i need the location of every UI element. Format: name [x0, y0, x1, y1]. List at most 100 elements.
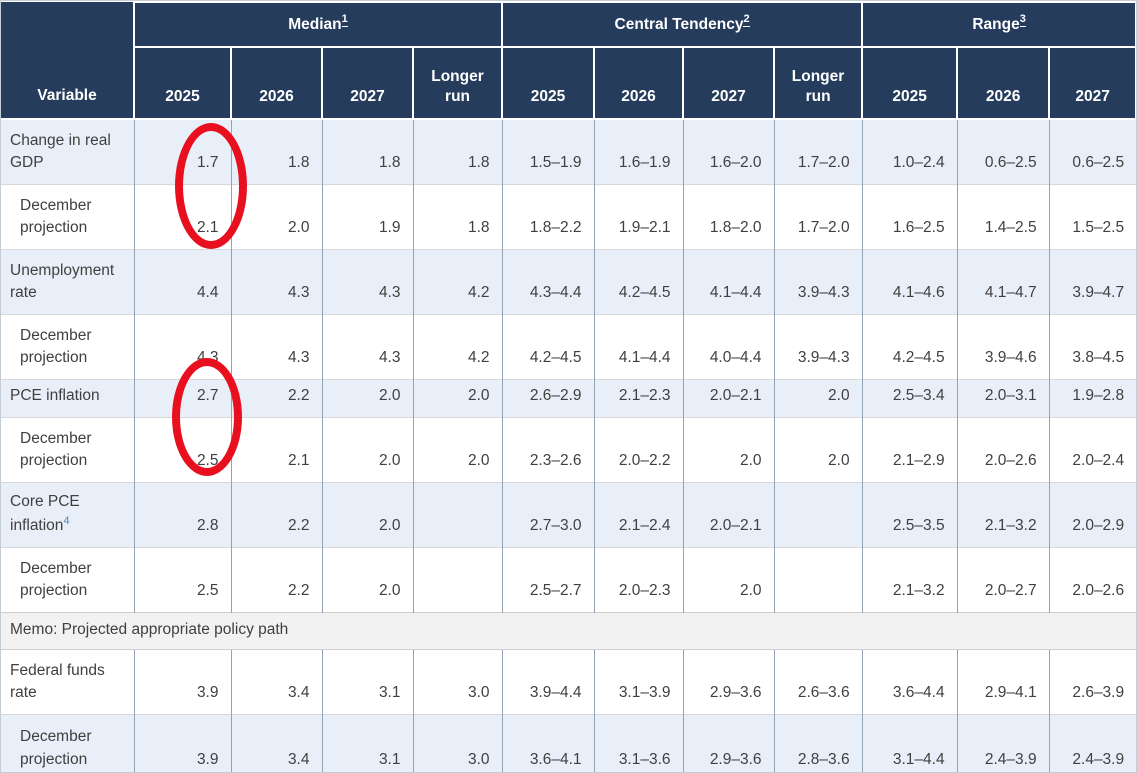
header-group-row: Variable Median1 Central Tendency2 Range3 [1, 1, 1136, 120]
value-cell: 2.0 [773, 378, 863, 417]
variable-label: December projection [20, 196, 92, 237]
memo-row: Memo: Projected appropriate policy path [1, 611, 1136, 650]
variable-label: December projection [20, 728, 92, 768]
table-row: December projection 4.3 4.3 4.3 4.2 4.2–4.5 4.… [1, 313, 1136, 379]
header-year-median-2027: 2027 [321, 46, 414, 120]
table-row: December projection 2.1 2.0 1.9 1.8 1.8–2.2 1.… [1, 183, 1136, 249]
value-cell: 2.0 [412, 378, 503, 417]
value-cell: 2.5 [133, 416, 231, 482]
value-cell: 2.1–3.2 [861, 546, 958, 612]
header-group-central-tendency: Central Tendency2 [501, 1, 864, 48]
value-cell: 2.0 [230, 183, 322, 249]
value-cell: 2.5–3.5 [861, 481, 958, 547]
value-cell: 4.3 [230, 313, 322, 379]
value-cell: 2.5–2.7 [501, 546, 595, 612]
value-cell: 1.9 [321, 183, 413, 249]
variable-label: Federal funds rate [10, 661, 105, 702]
value-cell [412, 546, 503, 612]
value-cell: 3.4 [230, 713, 322, 772]
value-cell: 1.9–2.8 [1048, 378, 1136, 417]
value-cell: 3.8–4.5 [1048, 313, 1136, 379]
value-cell: 2.0–2.3 [593, 546, 684, 612]
value-cell: 2.6–2.9 [501, 378, 595, 417]
value-cell: 2.5–3.4 [861, 378, 958, 417]
value-cell: 2.0–2.2 [593, 416, 684, 482]
value-cell: 4.2 [412, 248, 503, 314]
variable-cell: December projection [1, 713, 134, 772]
variable-label: December projection [20, 326, 92, 367]
value-cell: 2.0 [682, 546, 775, 612]
value-cell: 2.9–4.1 [956, 648, 1050, 714]
footnote-link-1[interactable]: 1 [341, 13, 348, 28]
table-row: December projection 3.9 3.4 3.1 3.0 3.6–4.1 3.… [1, 713, 1136, 772]
header-year-median-2025: 2025 [133, 46, 232, 120]
value-cell: 4.2–4.5 [861, 313, 958, 379]
value-cell: 3.9–4.3 [773, 248, 863, 314]
value-cell: 2.0 [321, 378, 413, 417]
table-row: Federal funds rate 3.9 3.4 3.1 3.0 3.9–4.4 3.1… [1, 648, 1136, 714]
value-cell: 3.0 [412, 648, 503, 714]
value-cell: 4.2–4.5 [501, 313, 595, 379]
value-cell: 2.0–3.1 [956, 378, 1050, 417]
footnote-link-4[interactable]: 4 [63, 514, 70, 527]
value-cell: 2.0 [682, 416, 775, 482]
value-cell: 3.9–4.3 [773, 313, 863, 379]
value-cell: 3.1 [321, 648, 413, 714]
header-year-central-tendency-2026: 2026 [593, 46, 685, 120]
value-cell: 4.4 [133, 248, 231, 314]
value-cell: 2.1 [133, 183, 231, 249]
variable-cell: December projection [1, 546, 134, 612]
value-cell: 1.8–2.0 [682, 183, 775, 249]
value-cell: 3.6–4.1 [501, 713, 595, 772]
group-label: Median [288, 15, 342, 33]
value-cell: 2.9–3.6 [682, 713, 775, 772]
value-cell: 2.8 [133, 481, 231, 547]
variable-label: Unemployment rate [10, 261, 115, 302]
value-cell: 4.3 [230, 248, 322, 314]
variable-cell: December projection [1, 313, 134, 379]
value-cell: 2.5 [133, 546, 231, 612]
variable-cell: PCE inflation [1, 378, 134, 417]
variable-label: Change in real GDP [10, 131, 111, 172]
value-cell: 2.0–2.9 [1048, 481, 1136, 547]
group-label: Range [972, 15, 1020, 33]
table-row: December projection 2.5 2.2 2.0 2.5–2.7 2.0–2… [1, 546, 1136, 612]
value-cell [412, 481, 503, 547]
value-cell: 1.0–2.4 [861, 118, 958, 184]
value-cell: 4.1–4.6 [861, 248, 958, 314]
value-cell: 4.2 [412, 313, 503, 379]
value-cell: 2.1–2.4 [593, 481, 684, 547]
table-row: Core PCE inflation4 2.8 2.2 2.0 2.7–3.0 2.1–2… [1, 481, 1136, 547]
header-year-range-2026: 2026 [956, 46, 1051, 120]
variable-cell: Unemployment rate [1, 248, 134, 314]
value-cell: 2.2 [230, 546, 322, 612]
value-cell: 3.1–3.9 [593, 648, 684, 714]
value-cell: 0.6–2.5 [1048, 118, 1136, 184]
value-cell: 3.9 [133, 713, 231, 772]
table-body: Change in real GDP 1.7 1.8 1.8 1.8 1.5–1.9 1.6… [1, 118, 1136, 772]
memo-label: Memo: Projected appropriate policy path [1, 611, 1136, 650]
value-cell: 2.9–3.6 [682, 648, 775, 714]
footnote-link-2[interactable]: 2 [743, 13, 750, 28]
value-cell: 2.0 [321, 416, 413, 482]
value-cell: 2.0 [321, 546, 413, 612]
variable-cell: Change in real GDP [1, 118, 134, 184]
header-year-central-tendency-2025: 2025 [501, 46, 596, 120]
header-group-median: Median1 [132, 1, 504, 48]
value-cell: 3.0 [412, 713, 503, 772]
value-cell: 2.1–2.3 [593, 378, 684, 417]
value-cell [773, 546, 863, 612]
value-cell: 2.0–2.6 [956, 416, 1050, 482]
value-cell: 2.6–3.9 [1048, 648, 1136, 714]
value-cell: 3.6–4.4 [861, 648, 958, 714]
value-cell: 2.7 [133, 378, 231, 417]
value-cell: 1.9–2.1 [593, 183, 684, 249]
value-cell: 2.2 [230, 481, 322, 547]
header-year-range-2027: 2027 [1048, 46, 1136, 120]
footnote-link-3[interactable]: 3 [1019, 13, 1026, 28]
table-row: Change in real GDP 1.7 1.8 1.8 1.8 1.5–1.9 1.6… [1, 118, 1136, 184]
value-cell: 2.0 [773, 416, 863, 482]
value-cell: 2.0 [412, 416, 503, 482]
variable-cell: December projection [1, 183, 134, 249]
